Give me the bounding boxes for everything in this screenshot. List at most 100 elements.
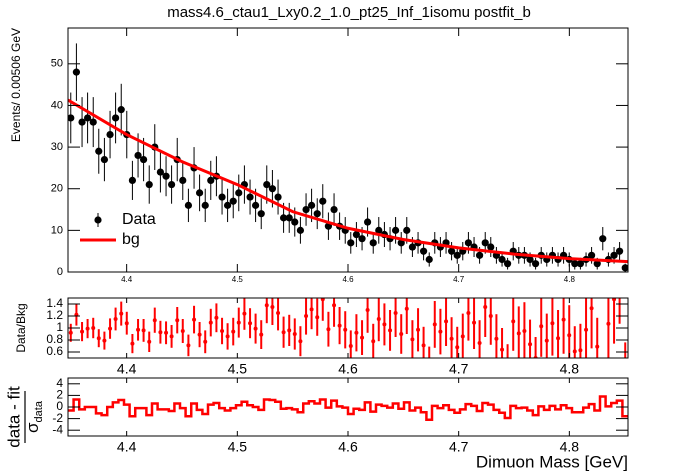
y-tick-label: 4 [56, 376, 63, 390]
x-tick-label: 4.4 [121, 275, 133, 284]
data-point [246, 193, 254, 201]
data-point [623, 363, 627, 367]
y-tick-label: 40 [51, 99, 63, 111]
data-point [276, 311, 281, 315]
data-point [72, 68, 81, 76]
data-point [531, 260, 540, 268]
data-point [332, 303, 337, 308]
data-point [511, 319, 516, 324]
data-point [162, 172, 170, 180]
data-point [235, 189, 243, 197]
data-point [85, 326, 90, 331]
y-axis-label-denominator: σdata [23, 400, 44, 433]
data-point [292, 332, 297, 336]
data-point [427, 360, 431, 364]
data-point [91, 326, 96, 330]
data-point [259, 332, 264, 337]
y-tick-label: 20 [51, 183, 63, 195]
x-tick-label: 4.8 [560, 439, 580, 455]
x-tick-label: 4.8 [560, 361, 580, 377]
data-point [192, 317, 197, 322]
data-point [179, 176, 187, 184]
data-point [572, 349, 577, 354]
data-point [225, 334, 230, 339]
y-tick-label: 0 [56, 399, 63, 413]
data-point [100, 155, 109, 164]
data-point [184, 201, 193, 209]
data-point [124, 321, 129, 326]
y-axis-label: Events/ 0.00506 GeV [9, 28, 23, 142]
data-point [337, 323, 342, 328]
data-point [169, 334, 174, 339]
legend-swatch [94, 216, 102, 224]
y-tick-label: 1.2 [46, 308, 63, 322]
data-point [371, 339, 376, 344]
data-point [516, 331, 521, 336]
data-point [106, 130, 114, 139]
data-point [223, 201, 232, 209]
y-tick-label: 30 [51, 141, 63, 153]
data-point [382, 322, 387, 327]
data-point [236, 320, 241, 325]
data-point [528, 342, 533, 347]
data-point [326, 327, 331, 332]
data-point [158, 330, 163, 335]
data-point [268, 185, 277, 193]
data-point [578, 348, 583, 353]
data-point [593, 260, 601, 268]
x-tick-label: 4.8 [564, 275, 576, 284]
plot-frame [67, 27, 629, 273]
y-tick-label: 1.4 [46, 296, 63, 310]
data-point [201, 201, 209, 209]
data-point [494, 336, 499, 341]
data-point [330, 205, 338, 214]
plot-area [68, 43, 628, 272]
sigma: σ [23, 422, 42, 433]
data-point [167, 180, 176, 189]
plot-frame [67, 377, 629, 437]
data-point [270, 305, 275, 309]
data-point [621, 264, 628, 272]
data-point [291, 218, 299, 226]
data-point [612, 298, 617, 302]
data-point [550, 321, 555, 326]
data-point [388, 328, 393, 333]
x-tick-label: 4.5 [228, 439, 248, 455]
chart-title: mass4.6_ctau1_Lxy0.2_1.0_pt25_Inf_1isomu… [167, 4, 531, 21]
y-tick-label: 0 [57, 266, 63, 278]
data-point [309, 307, 314, 312]
data-point [481, 239, 489, 247]
data-point [296, 226, 305, 234]
x-axis-label: Dimuon Mass [GeV] [476, 452, 628, 471]
data-point [352, 230, 361, 239]
data-point [186, 343, 191, 348]
data-point [472, 320, 477, 325]
data-point [498, 255, 506, 264]
data-point [304, 314, 309, 318]
data-point [229, 197, 237, 205]
data-point [375, 226, 383, 234]
data-point [500, 347, 505, 352]
data-point [576, 260, 585, 268]
data-point [319, 197, 327, 205]
data-point [358, 235, 366, 243]
data-point [453, 251, 461, 259]
data-point [108, 326, 113, 331]
data-point [242, 311, 247, 316]
y-tick-label: 50 [51, 58, 63, 70]
data-point [488, 314, 493, 318]
data-point [287, 328, 292, 333]
data-point [363, 218, 372, 226]
data-point [449, 336, 454, 341]
data-point [68, 114, 75, 122]
y-tick-label: 0.6 [46, 344, 63, 358]
data-point [207, 176, 215, 184]
data-point [208, 320, 213, 325]
data-point [408, 243, 417, 251]
data-point [218, 193, 226, 201]
data-point [571, 260, 579, 268]
data-point [139, 155, 148, 164]
data-point [78, 118, 86, 126]
